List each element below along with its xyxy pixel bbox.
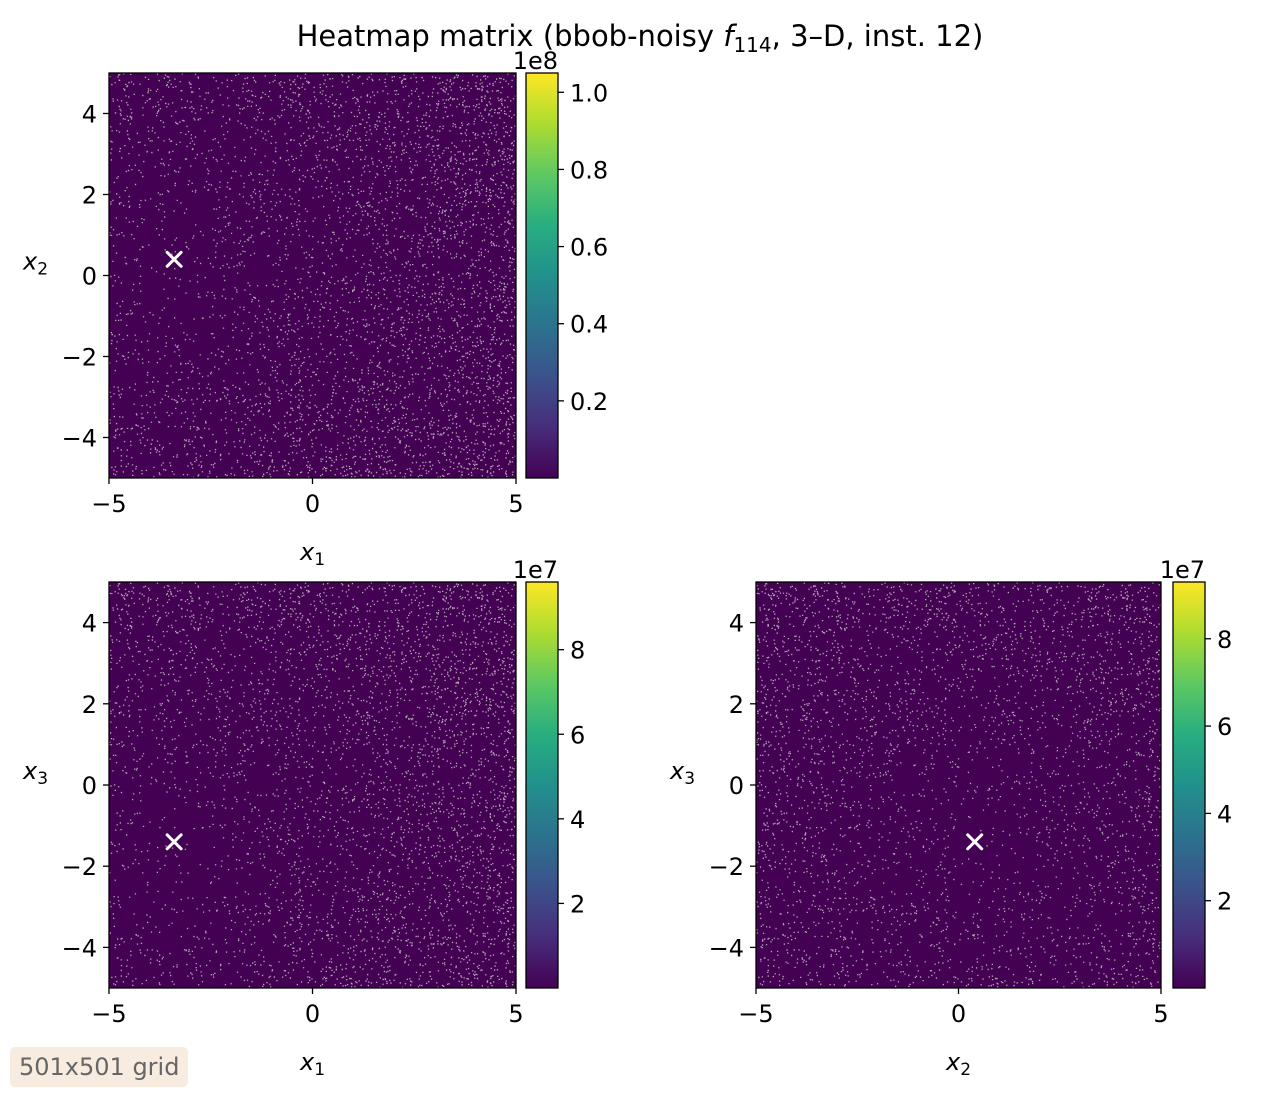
x-tick-label: 5 [508,490,523,518]
colorbar-tick-label: 6 [570,721,585,749]
y-tick-label: 4 [82,101,97,129]
heatmap-field [109,582,516,988]
colorbar: 2 4 6 8 1e7 [513,556,585,989]
x-tick-label: 5 [508,1000,523,1028]
heatmap-panel-3: −5 0 5 −4 −2 0 2 4 x2 x3 2 4 6 8 1e7 [669,556,1232,1080]
colorbar-exponent: 1e8 [513,47,558,75]
colorbar-tick-label: 8 [1217,626,1232,654]
x-tick-label: −5 [91,1000,126,1028]
colorbar-tick-label: 0.2 [570,388,608,416]
colorbar-gradient [525,581,559,989]
heatmap-panel-2: −5 0 5 −4 −2 0 2 4 x1 x3 2 4 6 8 1e7 [22,556,585,1080]
colorbar-tick-label: 4 [1217,800,1232,828]
heatmap-field [756,582,1161,988]
y-axis-label: x3 [669,757,695,789]
optimum-marker [165,250,183,268]
colorbar-tick-label: 2 [1217,888,1232,916]
y-tick-label: −4 [62,934,97,962]
title-prefix: Heatmap matrix (bbob-noisy [297,19,724,53]
y-axis-label: x3 [22,757,48,789]
colorbar-tick-label: 1.0 [570,79,608,107]
y-tick-label: 2 [82,182,97,210]
x-axis-label: x1 [299,1048,325,1080]
y-tick-label: 4 [729,610,744,638]
x-tick-label: 0 [951,1000,966,1028]
colorbar-tick-label: 0.4 [570,311,608,339]
y-tick-label: −4 [709,934,744,962]
optimum-marker [966,833,984,851]
colorbar-tick-label: 8 [570,637,585,665]
x-tick-label: 0 [305,1000,320,1028]
y-tick-label: 2 [82,691,97,719]
title-suffix: , 3–D, inst. 12) [772,19,984,53]
y-tick-label: 0 [82,772,97,800]
colorbar-tick-label: 4 [570,806,585,834]
x-tick-label: −5 [91,490,126,518]
colorbar: 2 4 6 8 1e7 [1160,556,1232,989]
colorbar-tick-label: 6 [1217,713,1232,741]
title-sub: 114 [733,33,771,57]
y-tick-label: −2 [709,853,744,881]
colorbar-gradient [1172,581,1206,989]
colorbar-exponent: 1e7 [1160,556,1205,584]
colorbar: 0.2 0.4 0.6 0.8 1.0 1e8 [513,47,608,479]
y-tick-label: −2 [62,853,97,881]
y-tick-label: −4 [62,425,97,453]
x-tick-label: 5 [1153,1000,1168,1028]
y-tick-label: 0 [729,772,744,800]
colorbar-gradient [525,72,559,479]
colorbar-tick-label: 0.6 [570,234,608,262]
y-tick-label: 0 [82,263,97,291]
figure-title: Heatmap matrix (bbob-noisy f114, 3–D, in… [297,19,984,57]
x-tick-label: −5 [738,1000,773,1028]
x-tick-label: 0 [305,490,320,518]
y-tick-label: −2 [62,344,97,372]
colorbar-exponent: 1e7 [513,556,558,584]
y-tick-label: 2 [729,691,744,719]
colorbar-tick-label: 0.8 [570,156,608,184]
grid-size-note: 501x501 grid [10,1047,189,1087]
y-tick-label: 4 [82,610,97,638]
heatmap-panel-1: −5 0 5 −4 −2 0 2 4 x1 x2 0.2 0.4 0.6 0.8 1.0 1e8 [22,47,608,570]
x-axis-label: x2 [945,1048,971,1080]
x-axis-label: x1 [299,538,325,570]
y-axis-label: x2 [22,248,48,280]
colorbar-tick-label: 2 [570,890,585,918]
optimum-marker [165,833,183,851]
